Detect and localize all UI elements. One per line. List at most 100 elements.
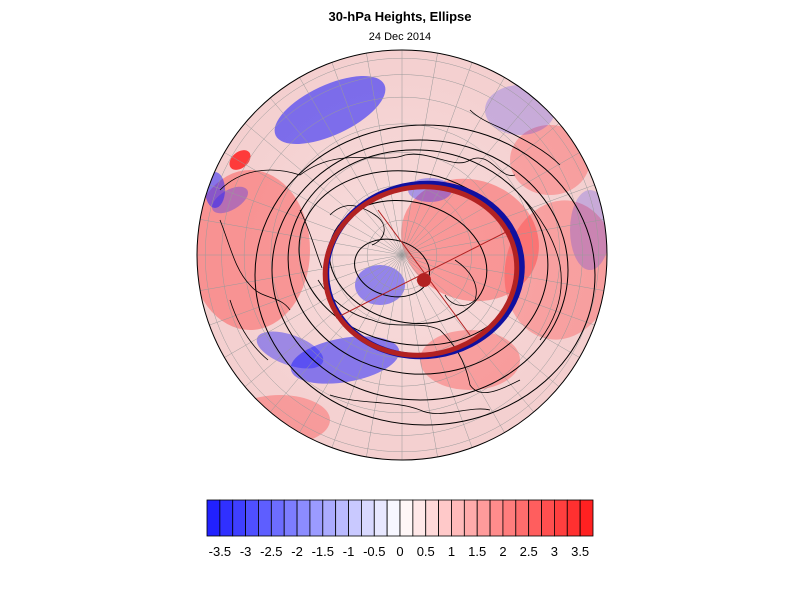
meridian-line — [299, 77, 403, 256]
meridian-line — [209, 254, 403, 326]
height-contours — [254, 124, 596, 426]
meridian-line — [401, 219, 604, 256]
coastline-segment — [519, 194, 562, 341]
colorbar-tick-label: -0.5 — [363, 544, 385, 559]
colorbar-box — [399, 499, 414, 537]
meridian-line — [331, 254, 403, 448]
meridian-line — [270, 254, 403, 413]
meridian-line — [401, 62, 473, 256]
colorbar-tick-label: 1.5 — [468, 544, 486, 559]
anomaly-patch — [420, 330, 520, 390]
colorbar-box — [412, 499, 427, 537]
colorbar-labels: -3.5 -3 -2.5 -2 -1.5 -1 -0.5 0 0.5 1 1.5 2 2.5 3 3.5 — [209, 544, 590, 559]
colorbar-tick-label: 2.5 — [520, 544, 538, 559]
coastline-segment — [329, 205, 385, 246]
colorbar-box — [373, 499, 388, 537]
meridian-line — [401, 254, 580, 358]
colorbar-box — [348, 499, 362, 537]
colorbar-tick-label: 0 — [396, 544, 403, 559]
colorbar-box — [219, 499, 234, 537]
colorbar-tick-label: -1.5 — [312, 544, 334, 559]
colorbar-box — [515, 499, 530, 537]
meridian-line — [366, 254, 403, 457]
colorbar-boxes — [206, 499, 594, 537]
coastline-segment — [219, 219, 291, 311]
map-date: 24 Dec 2014 — [368, 31, 432, 43]
colorbar-box — [360, 499, 375, 537]
meridian-line — [331, 62, 403, 256]
anomaly-patch — [256, 331, 324, 369]
colorbar-box — [386, 499, 401, 537]
colorbar-box — [296, 499, 311, 537]
colorbar-tick-label: -1 — [343, 544, 355, 559]
height-contour — [254, 124, 596, 426]
colorbar-box — [528, 499, 542, 537]
colorbar-box — [245, 499, 259, 537]
colorbar-box — [476, 499, 491, 537]
colorbar-tick-label: -2 — [291, 544, 303, 559]
colorbar-box — [206, 499, 221, 537]
anomaly-patch — [504, 200, 607, 340]
meridian-line — [366, 53, 403, 256]
meridian-line — [270, 97, 403, 256]
meridian-line — [401, 254, 595, 326]
polar-map — [196, 49, 608, 461]
colorbar-box — [451, 499, 465, 537]
height-contour — [287, 149, 549, 375]
coastline-segment — [469, 109, 506, 131]
colorbar-box — [502, 499, 517, 537]
meridian-line — [224, 254, 403, 358]
fitted-ellipse — [322, 184, 520, 358]
colorbar-box — [566, 499, 581, 537]
colorbar-box — [283, 499, 298, 537]
colorbar-box — [232, 499, 247, 537]
colorbar-box — [554, 499, 568, 537]
lat-lon-grid — [197, 50, 607, 460]
colorbar-box — [425, 499, 440, 537]
meridian-line — [299, 254, 403, 433]
colorbar-tick-label: -3 — [240, 544, 252, 559]
anomaly-patch — [290, 336, 400, 384]
colorbar-tick-label: 3.5 — [571, 544, 589, 559]
meridian-line — [401, 77, 505, 256]
coastline-segment — [504, 129, 561, 166]
colorbar-box — [270, 499, 285, 537]
meridian-line — [401, 254, 604, 291]
vortex-centroid — [417, 273, 431, 287]
coastline-segment — [299, 209, 323, 269]
coastline-segment — [439, 329, 521, 394]
meridian-line — [200, 254, 403, 291]
anomaly-patch — [197, 170, 310, 330]
colorbar-tick-label: -3.5 — [209, 544, 231, 559]
colorbar-box — [335, 499, 349, 537]
anomaly-patch — [570, 190, 607, 270]
coastline-segment — [229, 299, 269, 361]
meridian-line — [244, 123, 403, 256]
meridian-line — [401, 53, 438, 256]
colorbar-tick-label: -2.5 — [260, 544, 282, 559]
colorbar-box — [489, 499, 504, 537]
coastline-segment — [329, 394, 491, 414]
colorbar-box — [463, 499, 478, 537]
map-title: 30-hPa Heights, Ellipse — [328, 9, 472, 24]
colorbar-tick-label: 2 — [499, 544, 506, 559]
meridian-line — [244, 254, 403, 387]
anomaly-patch — [229, 150, 251, 170]
coastline-segment — [299, 153, 516, 176]
height-contour — [271, 139, 569, 401]
globe-outline — [196, 49, 608, 461]
coastline-segment — [219, 169, 301, 191]
anomaly-patch — [510, 125, 590, 195]
meridian-line — [401, 97, 534, 256]
coastline-segment — [444, 259, 477, 306]
colorbar-tick-label: 0.5 — [417, 544, 435, 559]
colorbar-box — [309, 499, 324, 537]
colorbar-tick-label: 1 — [448, 544, 455, 559]
ellipse-minor-axis — [377, 209, 471, 336]
colorbar-box — [541, 499, 555, 537]
colorbar-box — [258, 499, 272, 537]
anomaly-patch — [274, 75, 386, 145]
colorbar-box — [438, 499, 452, 537]
coastlines — [219, 109, 562, 414]
